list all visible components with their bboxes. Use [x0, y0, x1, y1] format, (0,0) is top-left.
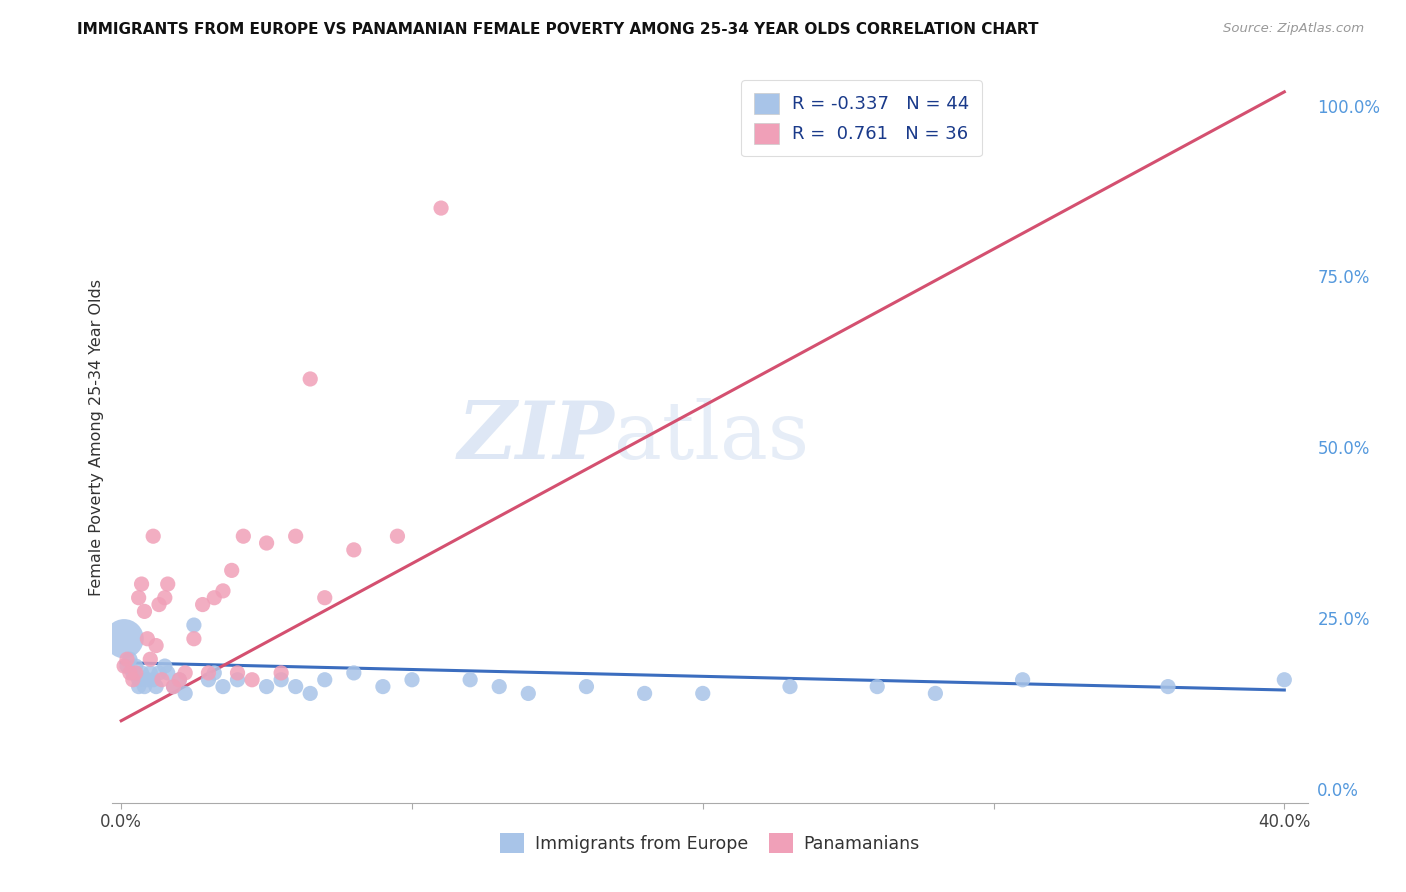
Point — [183, 618, 205, 632]
Point — [226, 673, 249, 687]
Text: ZIP: ZIP — [457, 399, 614, 475]
Point — [115, 659, 138, 673]
Point — [1157, 680, 1180, 694]
Point — [136, 632, 159, 646]
Point — [299, 372, 322, 386]
Point — [197, 673, 219, 687]
Point — [270, 665, 292, 680]
Point — [148, 665, 170, 680]
Point — [197, 665, 219, 680]
Point — [692, 686, 714, 700]
Point — [633, 686, 655, 700]
Point — [153, 591, 176, 605]
Point — [226, 665, 249, 680]
Point — [256, 536, 278, 550]
Point — [232, 529, 254, 543]
Y-axis label: Female Poverty Among 25-34 Year Olds: Female Poverty Among 25-34 Year Olds — [89, 278, 104, 596]
Point — [202, 591, 225, 605]
Point — [148, 598, 170, 612]
Point — [343, 665, 366, 680]
Point — [212, 680, 235, 694]
Point — [112, 659, 135, 673]
Point — [284, 680, 307, 694]
Point — [134, 604, 156, 618]
Point — [401, 673, 423, 687]
Point — [169, 673, 191, 687]
Point — [153, 659, 176, 673]
Point — [284, 529, 307, 543]
Point — [169, 673, 191, 687]
Point — [1272, 673, 1295, 687]
Point — [128, 673, 150, 687]
Point — [128, 591, 150, 605]
Point — [299, 686, 322, 700]
Point — [270, 673, 292, 687]
Point — [202, 665, 225, 680]
Point — [924, 686, 946, 700]
Point — [1011, 673, 1033, 687]
Point — [191, 598, 214, 612]
Point — [779, 680, 801, 694]
Point — [174, 686, 197, 700]
Point — [314, 591, 336, 605]
Point — [145, 639, 167, 653]
Point — [371, 680, 394, 694]
Point — [517, 686, 540, 700]
Point — [162, 680, 184, 694]
Point — [112, 632, 135, 646]
Point — [221, 563, 243, 577]
Point — [575, 680, 598, 694]
Point — [212, 583, 235, 598]
Point — [121, 665, 143, 680]
Point — [128, 680, 150, 694]
Text: Source: ZipAtlas.com: Source: ZipAtlas.com — [1223, 22, 1364, 36]
Point — [115, 652, 138, 666]
Point — [125, 665, 148, 680]
Point — [256, 680, 278, 694]
Point — [142, 673, 165, 687]
Point — [139, 665, 162, 680]
Point — [174, 665, 197, 680]
Point — [125, 659, 148, 673]
Legend: Immigrants from Europe, Panamanians: Immigrants from Europe, Panamanians — [494, 826, 927, 860]
Point — [118, 652, 141, 666]
Point — [387, 529, 409, 543]
Point — [314, 673, 336, 687]
Text: IMMIGRANTS FROM EUROPE VS PANAMANIAN FEMALE POVERTY AMONG 25-34 YEAR OLDS CORREL: IMMIGRANTS FROM EUROPE VS PANAMANIAN FEM… — [77, 22, 1039, 37]
Point — [343, 542, 366, 557]
Point — [134, 680, 156, 694]
Point — [240, 673, 263, 687]
Text: atlas: atlas — [614, 398, 810, 476]
Point — [156, 665, 179, 680]
Point — [162, 680, 184, 694]
Point — [118, 665, 141, 680]
Point — [150, 673, 173, 687]
Point — [131, 577, 153, 591]
Point — [183, 632, 205, 646]
Point — [142, 529, 165, 543]
Point — [156, 577, 179, 591]
Point — [121, 673, 143, 687]
Point — [139, 652, 162, 666]
Point — [488, 680, 510, 694]
Point — [430, 201, 453, 215]
Point — [131, 665, 153, 680]
Point — [866, 680, 889, 694]
Point — [458, 673, 481, 687]
Point — [145, 680, 167, 694]
Point — [136, 673, 159, 687]
